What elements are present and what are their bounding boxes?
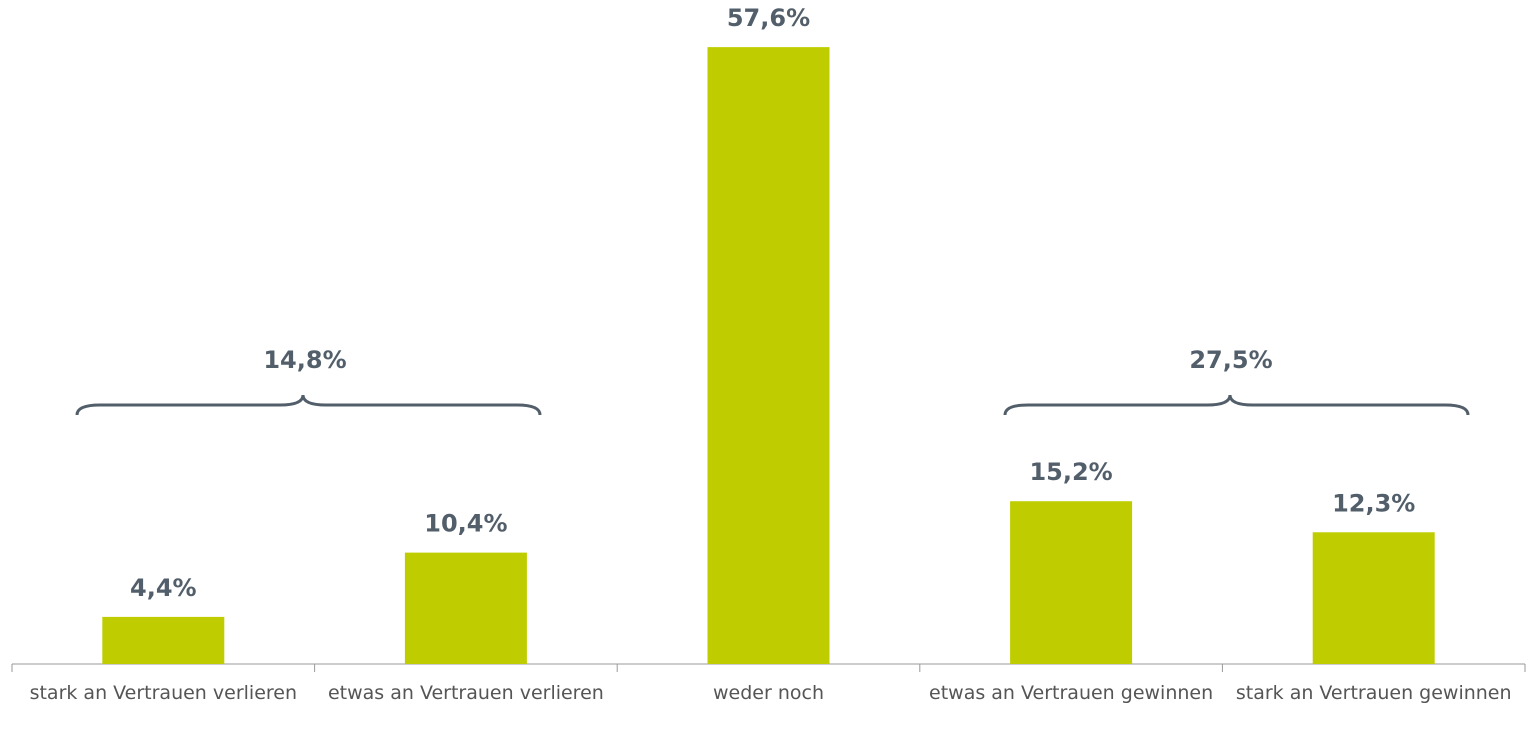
value-label: 10,4% — [424, 510, 507, 538]
bar — [707, 47, 830, 665]
group-brace — [75, 394, 542, 416]
group-label: 27,5% — [1189, 346, 1272, 374]
value-label: 57,6% — [727, 4, 810, 32]
group-brace — [1003, 394, 1470, 416]
value-label: 12,3% — [1332, 489, 1415, 517]
x-tick-label: stark an Vertrauen gewinnen — [1236, 682, 1512, 704]
x-tick-label: weder noch — [713, 682, 824, 704]
bar — [404, 552, 527, 664]
value-label: 4,4% — [130, 574, 197, 602]
x-tick-label: etwas an Vertrauen gewinnen — [929, 682, 1213, 704]
bar — [1010, 501, 1133, 664]
value-label: 15,2% — [1029, 458, 1112, 486]
bar — [1312, 532, 1435, 664]
bar — [102, 616, 225, 664]
x-tick-label: stark an Vertrauen verlieren — [30, 682, 297, 704]
group-label: 14,8% — [263, 346, 346, 374]
x-tick-label: etwas an Vertrauen verlieren — [328, 682, 604, 704]
